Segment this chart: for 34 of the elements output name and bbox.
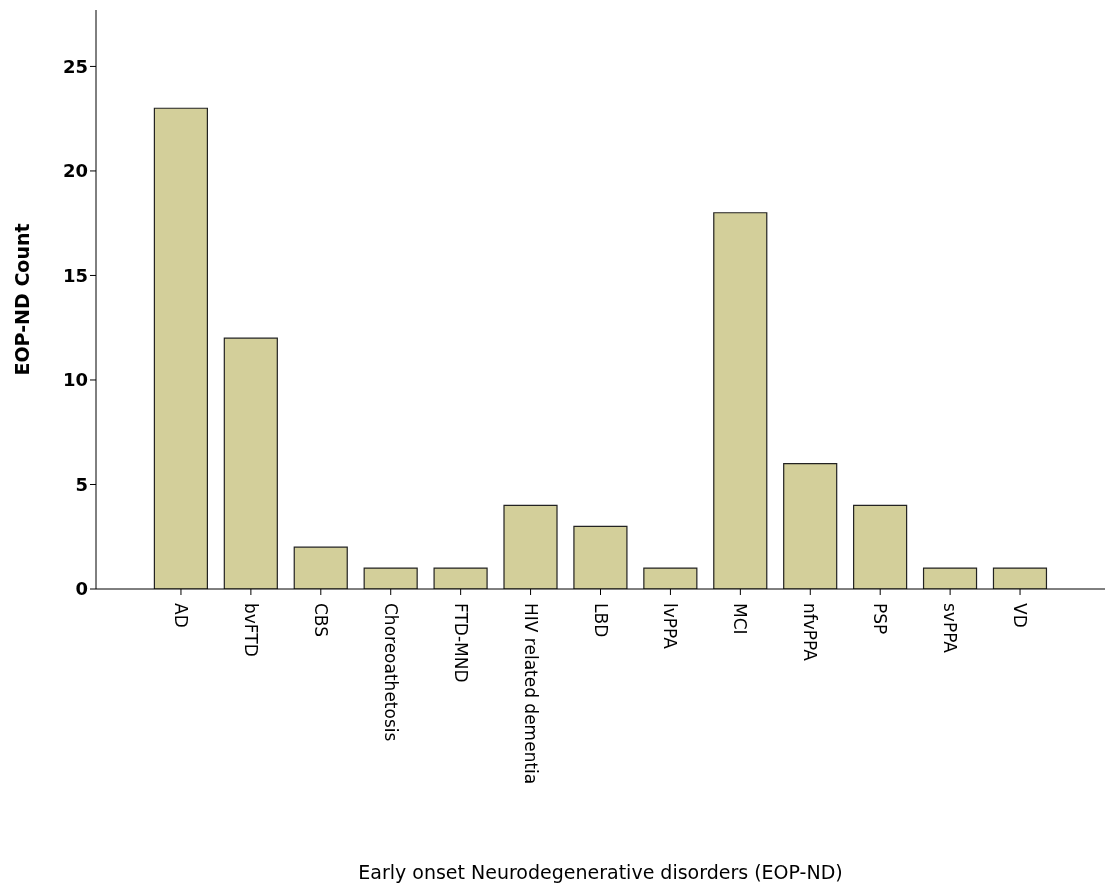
x-tick-label: HIV related dementia — [520, 603, 541, 785]
x-tick-label: LBD — [590, 603, 611, 638]
x-tick-label: bvFTD — [240, 603, 261, 657]
bar — [153, 107, 208, 589]
bar — [363, 567, 418, 589]
x-tick-label: VD — [1010, 603, 1031, 628]
bar — [573, 525, 628, 589]
bar — [853, 504, 908, 589]
x-tick-label: nfvPPA — [800, 603, 821, 662]
x-axis-title: Early onset Neurodegenerative disorders (EOP-ND) — [358, 861, 843, 883]
y-tick-label: 0 — [75, 578, 88, 600]
y-axis-title: EOP-ND Count — [10, 223, 33, 376]
x-tick-label: lvPPA — [660, 603, 681, 650]
y-tick-label: 20 — [62, 160, 88, 182]
x-tick-label: PSP — [870, 603, 891, 635]
y-tick-label: 5 — [75, 473, 88, 495]
bar — [433, 567, 488, 589]
bar — [922, 567, 978, 589]
bar — [293, 546, 348, 589]
y-tick-label: 25 — [62, 55, 88, 77]
bar — [783, 462, 838, 589]
y-tick-label: 10 — [62, 369, 88, 391]
x-tick-label: svPPA — [940, 603, 961, 654]
x-tick-label: FTD-MND — [450, 603, 471, 683]
y-tick-label: 15 — [62, 264, 88, 286]
bar — [223, 337, 278, 589]
bar — [503, 504, 558, 589]
x-tick-label: Choreoathetosis — [380, 603, 401, 742]
x-tick-label: AD — [170, 603, 191, 628]
x-tick-label: MCI — [730, 603, 751, 635]
bar — [643, 567, 698, 589]
x-tick-label: CBS — [310, 603, 331, 638]
bar — [713, 212, 768, 589]
bar — [992, 567, 1048, 589]
